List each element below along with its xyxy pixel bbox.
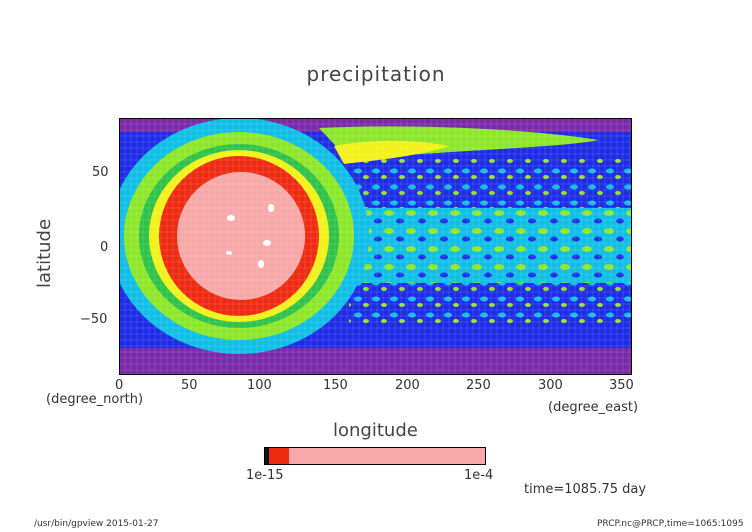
colorbar-segment-pink <box>289 447 486 465</box>
y-axis-title: latitude <box>34 218 55 288</box>
colorbar-segment-red <box>269 447 289 465</box>
x-tick-label: 250 <box>466 378 491 393</box>
y-tick-label: 50 <box>92 165 109 180</box>
wave-field-lower <box>349 283 632 328</box>
white-spot <box>263 240 271 246</box>
y-tick-label: 0 <box>100 240 109 255</box>
north-tongue-yellow <box>334 140 449 164</box>
x-tick-label: 0 <box>115 378 124 393</box>
x-axis-title: longitude <box>333 420 418 441</box>
white-spot <box>226 251 232 255</box>
core-pink <box>177 172 305 300</box>
colorbar <box>264 447 486 465</box>
x-tick-label: 300 <box>538 378 563 393</box>
y-tick-label: −50 <box>80 312 108 327</box>
x-tick-label: 200 <box>395 378 420 393</box>
x-tick-label: 100 <box>247 378 272 393</box>
time-annotation: time=1085.75 day <box>524 482 647 497</box>
x-tick-label: 50 <box>181 378 198 393</box>
wave-field-upper <box>349 158 632 213</box>
plot-area <box>119 118 632 375</box>
colorbar-max-label: 1e-4 <box>464 468 494 483</box>
footer-right: PRCP.nc@PRCP,time=1065:1095 <box>597 519 744 529</box>
footer-left: /usr/bin/gpview 2015-01-27 <box>34 519 159 529</box>
heatmap-plot <box>119 118 632 375</box>
colorbar-min-label: 1e-15 <box>246 468 284 483</box>
y-axis-unit: (degree_north) <box>46 392 144 407</box>
south-band <box>119 346 632 375</box>
x-tick-label: 350 <box>609 378 634 393</box>
white-spot <box>258 260 264 268</box>
plot-border <box>119 118 632 375</box>
grid-lines <box>119 118 632 375</box>
colorbar-segment-black <box>264 447 269 465</box>
x-axis-unit: (degree_east) <box>548 400 639 415</box>
chart-title: precipitation <box>306 62 446 86</box>
wave-field-middle <box>349 208 632 288</box>
white-spot <box>268 204 274 212</box>
white-spot <box>227 215 235 221</box>
x-tick-label: 150 <box>323 378 348 393</box>
colorbar-border <box>264 447 486 465</box>
